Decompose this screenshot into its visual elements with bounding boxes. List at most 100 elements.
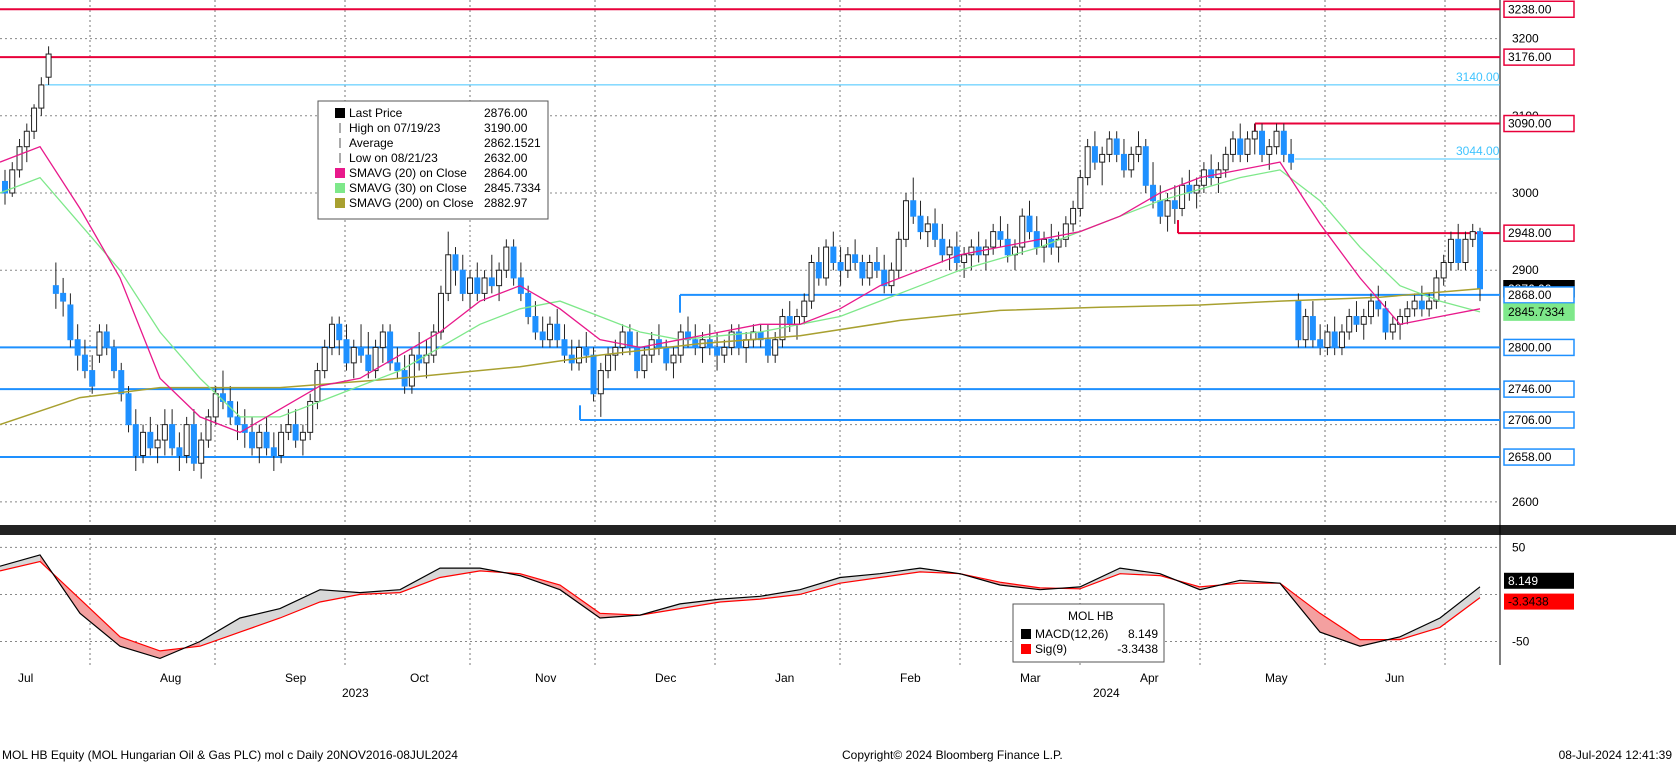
legend-label: SMAVG (200) on Close [349, 196, 474, 210]
candle [844, 254, 851, 271]
candle [147, 431, 154, 449]
candle [590, 354, 597, 395]
level-tag-label: 3090.00 [1508, 117, 1552, 131]
candle [328, 323, 335, 348]
macd-legend-value: 8.149 [1128, 627, 1158, 641]
legend-background [317, 100, 549, 220]
candle [1062, 223, 1069, 240]
legend-swatch [335, 183, 345, 193]
legend-value: 2862.1521 [484, 136, 541, 150]
candle [365, 354, 372, 372]
candle [154, 439, 161, 449]
candle [859, 262, 866, 279]
candle [982, 246, 989, 256]
y-tick-label: 2600 [1512, 495, 1539, 509]
candle [641, 354, 648, 372]
candle [1128, 153, 1135, 171]
macd-fill [800, 577, 840, 595]
candle [1157, 200, 1164, 217]
level-lines: 3140.00 3044.00 [0, 8, 1500, 459]
level-tag-label: 3176.00 [1508, 50, 1552, 64]
macd-fill [400, 568, 440, 593]
macd-y-tick-label: 50 [1512, 540, 1526, 554]
candle [16, 146, 23, 171]
candle [430, 331, 437, 356]
macd-fill [840, 573, 880, 584]
macd-legend-title: MOL HB [1068, 609, 1114, 623]
candle [379, 331, 386, 348]
candle [990, 231, 997, 248]
candle [1368, 300, 1375, 318]
signal-line [0, 560, 1481, 652]
macd-tag-label: 8.149 [1508, 574, 1538, 588]
candle [45, 53, 52, 78]
level-tag-label: 2746.00 [1508, 382, 1552, 396]
candle [888, 269, 895, 287]
candle [1455, 238, 1462, 264]
level-tag [1503, 338, 1575, 357]
candle [895, 238, 902, 271]
macd-fill [1320, 613, 1360, 647]
candle [67, 304, 74, 341]
candle [125, 393, 132, 426]
candle [1353, 316, 1360, 325]
level-tag [1503, 286, 1575, 304]
candle [336, 323, 343, 341]
legend-label: Last Price [349, 106, 403, 120]
candle [23, 130, 30, 148]
candle [452, 254, 459, 271]
axes: 260027002800290030003100320050-50JulAugS… [18, 0, 1575, 700]
macd-fill [120, 636, 160, 659]
candle [532, 316, 539, 333]
candle [212, 393, 219, 418]
x-tick-label: Jun [1385, 671, 1404, 685]
candle [1338, 331, 1345, 348]
candle [793, 316, 800, 325]
level-tag [1503, 0, 1575, 19]
candle [1186, 184, 1193, 194]
target-label: 3044.00 [1456, 144, 1500, 158]
macd-tag-label: -3.3438 [1508, 595, 1549, 609]
candle [881, 269, 888, 287]
year-label: 2024 [1093, 686, 1120, 700]
candle [1317, 339, 1324, 348]
candle [546, 323, 553, 341]
candle [110, 346, 117, 372]
level-tag-label: 2948.00 [1508, 226, 1552, 240]
candle [823, 246, 830, 279]
y-tick-label: 3000 [1512, 186, 1539, 200]
candle [270, 447, 277, 457]
macd-fill [880, 568, 920, 578]
candle [445, 254, 452, 294]
candle [481, 277, 488, 294]
candle [60, 292, 67, 302]
target-label: 3140.00 [1456, 70, 1500, 84]
candle [467, 277, 474, 294]
macd-tag [1504, 572, 1574, 589]
macd-panel [0, 554, 1481, 660]
candle [488, 277, 495, 287]
candle [902, 200, 909, 240]
candle [205, 416, 212, 441]
candle [801, 300, 808, 318]
level-tag-label: 2706.00 [1508, 413, 1552, 427]
candle [1426, 300, 1433, 310]
candle [278, 431, 285, 457]
candle [1142, 146, 1149, 186]
macd-fill [560, 585, 600, 618]
candle [183, 424, 190, 457]
macd-fill [200, 617, 240, 647]
candle [372, 346, 379, 372]
candle [786, 316, 793, 325]
level-tag-label: 3238.00 [1508, 2, 1552, 16]
legend-box: Last Price 2876.00 High on 07/19/23 3190.00… [317, 100, 549, 220]
candle [663, 346, 670, 364]
x-tick-label: Nov [535, 671, 556, 685]
x-tick-label: Oct [410, 671, 429, 685]
candle [89, 370, 96, 387]
macd-line [0, 554, 1481, 660]
candle [873, 262, 880, 271]
candle [815, 262, 822, 279]
candle [1331, 331, 1338, 348]
